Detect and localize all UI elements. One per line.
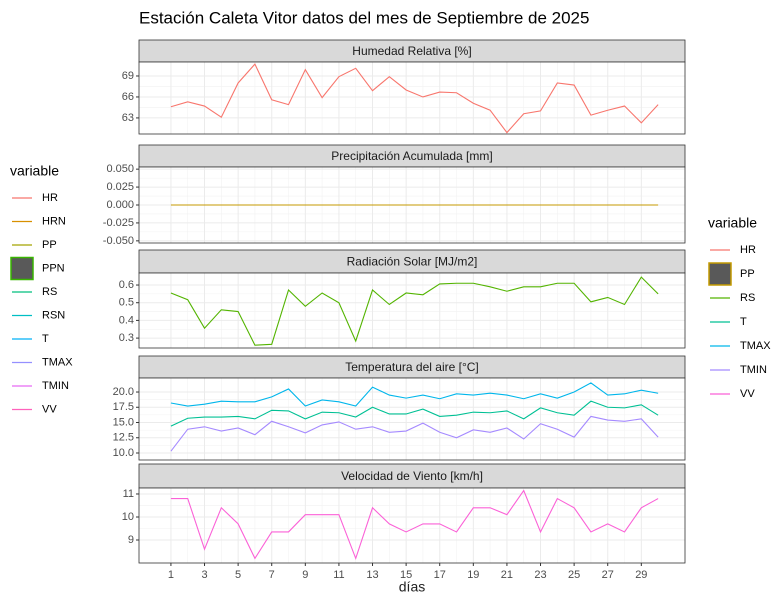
- y-tick-label: 15.0: [113, 416, 134, 428]
- y-tick-label: 10: [122, 511, 134, 523]
- legend-label: PPN: [42, 262, 65, 274]
- y-tick-label: 63: [122, 112, 134, 124]
- chart-title: Estación Caleta Vitor datos del mes de S…: [139, 8, 589, 27]
- y-tick-label: 17.5: [113, 401, 134, 413]
- panel-title: Temperatura del aire [°C]: [345, 360, 479, 374]
- x-tick-label: 9: [302, 569, 308, 581]
- x-tick-label: 11: [333, 569, 344, 581]
- panel-border: [138, 61, 686, 135]
- legend-label: TMIN: [740, 364, 767, 376]
- panel-strip: [138, 463, 686, 489]
- x-tick-label: 1: [168, 569, 174, 581]
- legend-label: TMAX: [42, 356, 73, 368]
- panel-title: Velocidad de Viento [km/h]: [341, 469, 483, 483]
- x-tick-label: 27: [602, 569, 614, 581]
- y-tick-label: -0.050: [103, 235, 134, 247]
- legend-label: HR: [42, 192, 58, 204]
- legend-label: T: [42, 333, 49, 345]
- panel-border: [138, 166, 686, 244]
- legend-label: RSN: [42, 309, 65, 321]
- y-tick-label: -0.025: [103, 217, 134, 229]
- y-tick-label: 11: [123, 488, 134, 500]
- legend-label: RS: [740, 292, 755, 304]
- legend-label: VV: [42, 403, 57, 415]
- y-tick-label: 0.5: [119, 297, 134, 309]
- legend-label: T: [740, 316, 747, 328]
- legend-title: variable: [708, 215, 757, 231]
- legend-title: variable: [10, 163, 59, 179]
- panel-title: Humedad Relativa [%]: [352, 44, 471, 58]
- legend-key: [10, 256, 34, 281]
- panel-border: [138, 377, 686, 461]
- y-tick-label: 0.025: [106, 181, 134, 193]
- y-tick-label: 0.6: [119, 279, 134, 291]
- data-line: [170, 489, 659, 561]
- x-tick-label: 21: [501, 569, 513, 581]
- legend-label: HR: [740, 244, 756, 256]
- legend-label: TMIN: [42, 380, 69, 392]
- data-line: [170, 276, 659, 346]
- legend-label: HRN: [42, 215, 66, 227]
- legend-label: TMAX: [740, 340, 771, 352]
- y-tick-label: 20.0: [113, 386, 134, 398]
- y-tick-label: 0.4: [119, 314, 134, 326]
- x-tick-label: 17: [434, 569, 446, 581]
- y-tick-label: 0.3: [119, 332, 134, 344]
- panel-border: [138, 487, 686, 564]
- y-tick-label: 0.000: [106, 199, 134, 211]
- panel-background: [139, 488, 685, 563]
- x-tick-label: 5: [235, 569, 241, 581]
- legend-label: PP: [740, 268, 755, 280]
- legend-key: [708, 262, 732, 286]
- legend-label: VV: [740, 388, 755, 400]
- data-line: [170, 400, 659, 427]
- y-tick-label: 66: [122, 91, 134, 103]
- x-tick-label: 3: [201, 569, 207, 581]
- x-tick-label: 19: [467, 569, 479, 581]
- x-tick-label: 13: [366, 569, 378, 581]
- panel-border: [138, 272, 686, 349]
- y-tick-label: 69: [122, 70, 134, 82]
- legend-label: RS: [42, 286, 57, 298]
- x-tick-label: 29: [635, 569, 647, 581]
- data-line: [170, 63, 659, 134]
- y-tick-label: 10.0: [113, 447, 134, 459]
- legend-label: PP: [42, 239, 57, 251]
- y-tick-label: 12.5: [113, 432, 134, 444]
- panel-title: Precipitación Acumulada [mm]: [331, 149, 492, 163]
- panel-title: Radiación Solar [MJ/m2]: [347, 255, 478, 269]
- x-tick-label: 15: [400, 569, 412, 581]
- data-line: [170, 382, 659, 407]
- y-tick-label: 0.050: [106, 163, 134, 175]
- x-tick-label: 25: [568, 569, 580, 581]
- x-axis-label: días: [399, 579, 425, 593]
- data-line: [170, 415, 659, 452]
- y-tick-label: 9: [128, 534, 134, 546]
- panel-background: [139, 62, 685, 134]
- x-tick-label: 7: [269, 569, 275, 581]
- x-tick-label: 23: [534, 569, 546, 581]
